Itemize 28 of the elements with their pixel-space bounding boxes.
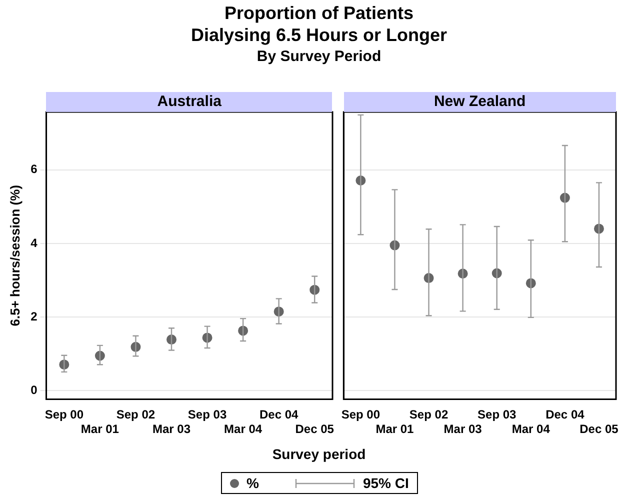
x-tick-label: Sep 00 [341, 408, 380, 422]
text: New Zealand [344, 92, 616, 112]
text: Australia [46, 92, 332, 112]
x-axis-title: Survey period [271, 446, 367, 462]
x-tick-label: Mar 03 [444, 422, 482, 436]
x-tick-label: Sep 00 [44, 408, 84, 422]
x-tick-label: Sep 02 [116, 408, 156, 422]
x-tick-label: Mar 01 [376, 422, 414, 436]
chart-subtitle: By Survey Period [256, 48, 382, 65]
x-tick-label: Dec 04 [259, 408, 299, 422]
chart-title: Proportion of Patients Dialysing 6.5 Hours or Longer [190, 2, 448, 46]
y-tick-label: 4 [30, 236, 38, 250]
x-tick-label: Dec 05 [580, 422, 619, 436]
x-tick-label: Sep 03 [478, 408, 517, 422]
x-tick-label: Mar 04 [512, 422, 550, 436]
x-tick-label: Mar 03 [152, 422, 191, 436]
x-tick-label: Dec 05 [295, 422, 334, 436]
x-tick-label: Dec 04 [546, 408, 585, 422]
x-tick-label: Mar 04 [224, 422, 262, 436]
x-tick-label: Mar 01 [80, 422, 120, 436]
y-tick-label: 2 [30, 309, 38, 324]
x-tick-label: Sep 02 [409, 408, 448, 422]
x-tick-label: Sep 03 [188, 408, 227, 422]
y-axis-title: 6.5+ hours/session (%) [7, 184, 22, 326]
legend-label: % [246, 475, 259, 491]
y-tick-label: 0 [30, 383, 38, 398]
text: 95% CI [362, 475, 409, 491]
y-tick-label: 6 [30, 162, 38, 176]
